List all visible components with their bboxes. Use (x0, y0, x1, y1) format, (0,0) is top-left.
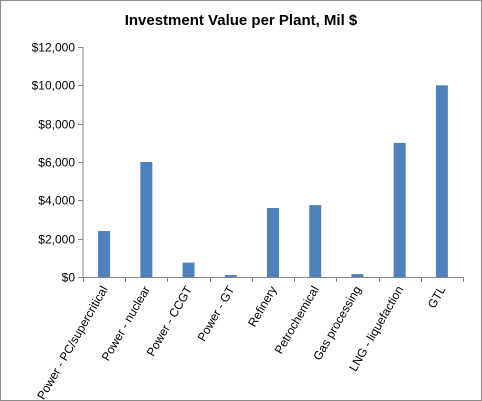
x-tick-label: Power - CCGT (144, 283, 196, 359)
y-tick-label: $12,000 (32, 41, 76, 55)
bar (267, 208, 279, 277)
bar (224, 275, 237, 277)
y-axis: $0 $2,000 $4,000 $6,000 $8,000 $10,000 $12,000 (32, 41, 84, 285)
y-tick-label: $8,000 (38, 118, 75, 132)
bar (435, 85, 448, 277)
chart-title: Investment Value per Plant, Mil $ (124, 12, 358, 29)
x-tick-label: Petrochemical (272, 284, 322, 357)
y-tick-label: $2,000 (38, 233, 75, 247)
bar (393, 142, 406, 277)
bar (182, 262, 195, 277)
y-tick-label: $6,000 (38, 156, 75, 170)
bar (351, 274, 364, 277)
bar (98, 231, 111, 277)
x-tick-label: Power - PC/supercritical (34, 284, 110, 401)
bar (140, 162, 153, 277)
bars (98, 85, 448, 277)
y-tick-label: $10,000 (32, 79, 76, 93)
bar (309, 205, 322, 277)
x-tick-label: Refinery (245, 284, 279, 330)
x-tick-label: Power - GT (195, 283, 238, 344)
y-tick-label: $4,000 (38, 194, 75, 208)
x-tick-label: GTL (425, 283, 449, 310)
y-tick-label: $0 (62, 271, 76, 285)
